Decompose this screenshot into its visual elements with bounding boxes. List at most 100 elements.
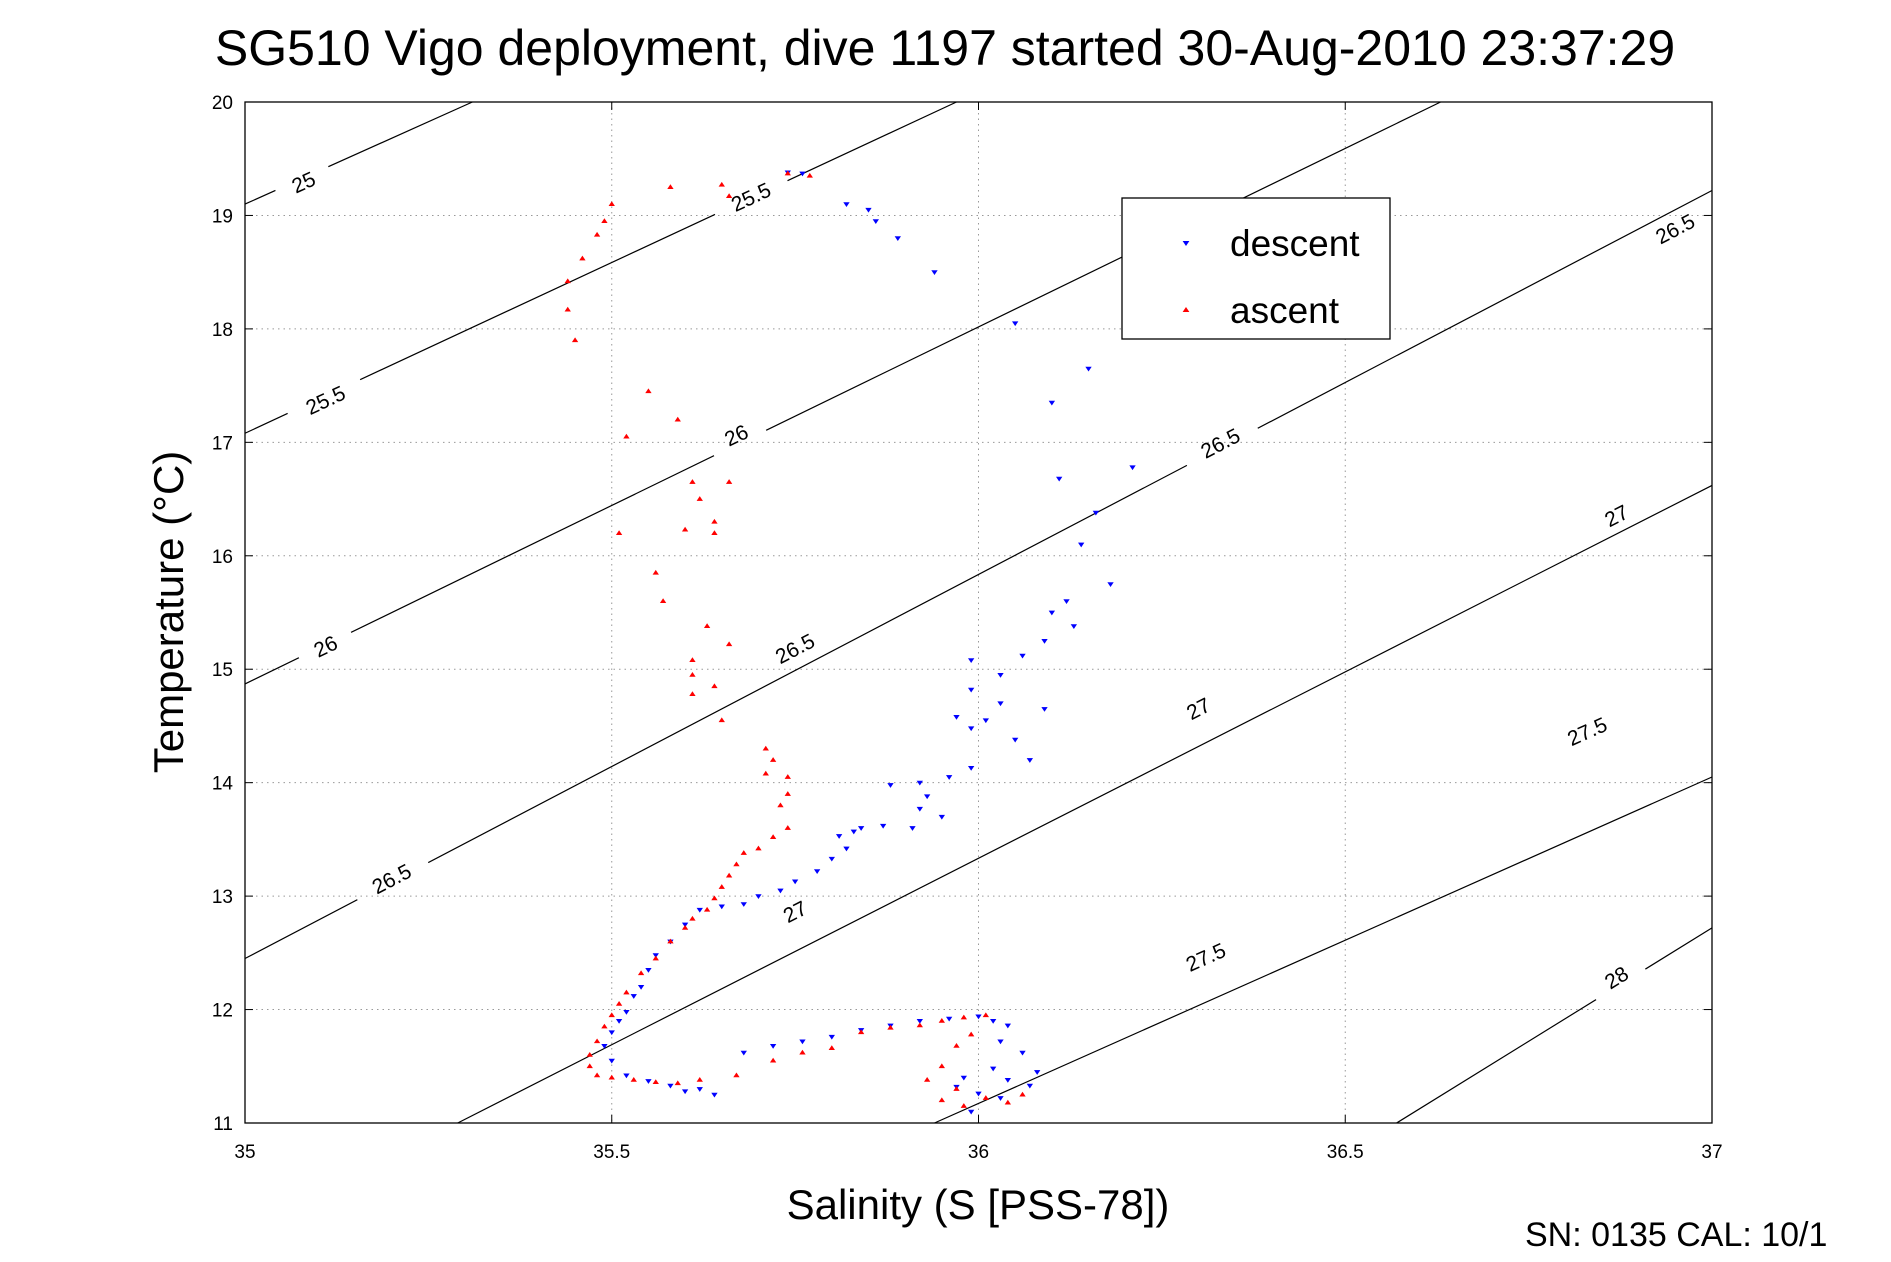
ascent-point <box>733 861 740 867</box>
ascent-point <box>718 181 725 187</box>
descent-point <box>1041 707 1048 712</box>
ascent-point <box>982 1095 989 1100</box>
isopycnal-line <box>244 189 1713 960</box>
ascent-point <box>637 970 645 976</box>
ascent-point <box>645 388 652 394</box>
isopycnal-line <box>244 101 473 205</box>
ascent-point <box>608 201 615 206</box>
ascent-point <box>564 306 571 312</box>
chart-title: SG510 Vigo deployment, dive 1197 started… <box>215 20 1675 76</box>
descent-point <box>997 1039 1004 1045</box>
ascent-point <box>960 1014 967 1020</box>
serial-calibration-footer: SN: 0135 CAL: 10/1 <box>1525 1216 1827 1254</box>
descent-point <box>843 202 850 207</box>
descent-point <box>1041 639 1048 644</box>
ascent-point <box>593 1038 601 1044</box>
descent-point <box>975 1014 982 1020</box>
isopycnal-label: 26.5 <box>1197 424 1244 463</box>
ascent-point <box>762 770 769 776</box>
descent-point <box>968 1109 975 1115</box>
density-contours: 25 25.525.5262626.526.526.526.527272727.5… <box>244 101 1713 1124</box>
descent-point <box>791 879 799 885</box>
ascent-point <box>615 1001 623 1006</box>
ascent-point <box>968 1031 975 1037</box>
ascent-point <box>659 598 667 604</box>
descent-point <box>997 673 1004 678</box>
ascent-point <box>725 479 733 484</box>
descent-point <box>968 766 975 771</box>
descent-point <box>916 806 923 812</box>
descent-point <box>968 687 975 693</box>
ascent-point <box>960 1103 967 1108</box>
y-axis-label: Temperature (°C) <box>145 451 192 774</box>
descent-point <box>1019 1050 1026 1056</box>
ascent-point <box>777 802 784 808</box>
y-tick-label: 13 <box>212 887 233 908</box>
ascent-point <box>608 1012 615 1018</box>
ascent-point <box>769 757 777 762</box>
ascent-point <box>586 1052 593 1057</box>
descent-point <box>843 846 850 852</box>
ascent-point <box>689 915 696 921</box>
legend: descent ascent <box>1121 197 1391 340</box>
descent-point <box>696 1087 703 1092</box>
descent-point <box>923 794 931 800</box>
descent-point <box>945 775 953 780</box>
ascent-point <box>784 170 791 176</box>
isopycnal-label: 27 <box>1183 694 1214 725</box>
descent-point <box>872 219 879 224</box>
ascent-point <box>938 1097 945 1103</box>
ascent-point <box>711 530 718 535</box>
isopycnal-label: 27.5 <box>1183 939 1230 977</box>
descent-point <box>681 922 689 928</box>
descent-point <box>645 967 652 973</box>
ascent-point <box>938 1063 945 1069</box>
descent-point <box>916 780 923 786</box>
ascent-point <box>711 683 718 689</box>
ascent-point <box>784 825 791 830</box>
descent-point <box>1085 366 1092 372</box>
descent-point <box>711 1092 718 1098</box>
ascent-point <box>762 745 769 751</box>
y-tick-label: 19 <box>212 206 233 227</box>
descent-point <box>755 894 762 899</box>
x-tick-label: 35.5 <box>593 1142 630 1163</box>
descent-point <box>968 658 975 664</box>
ascent-point <box>652 569 659 575</box>
ascent-point <box>711 895 718 901</box>
descent-point <box>850 829 857 835</box>
descent-point <box>608 1030 615 1036</box>
ascent-point <box>938 1018 945 1023</box>
y-tick-label: 17 <box>212 433 233 454</box>
descent-point <box>623 1073 630 1079</box>
ascent-point <box>953 1086 960 1091</box>
legend-label-ascent: ascent <box>1230 290 1340 331</box>
descent-point <box>953 715 960 720</box>
descent-point <box>931 270 938 276</box>
descent-point <box>637 985 645 990</box>
descent-point <box>1107 582 1114 588</box>
descent-point <box>835 834 843 839</box>
ascent-point <box>623 989 630 995</box>
ascent-point <box>667 938 674 944</box>
ascent-point <box>652 1079 659 1085</box>
ascent-point <box>564 278 571 284</box>
ascent-point <box>711 518 718 524</box>
ascent-point <box>887 1024 894 1030</box>
isopycnal-line <box>934 776 1713 1124</box>
descent-point <box>1004 1023 1012 1029</box>
ascent-point <box>733 1072 740 1078</box>
ascent-point <box>725 641 733 647</box>
descent-point <box>1004 1078 1012 1083</box>
isopycnal-label: 26.5 <box>368 860 415 899</box>
grid <box>245 102 1712 1123</box>
descent-point <box>718 904 725 910</box>
ascent-point <box>667 184 674 189</box>
descent-point <box>1048 610 1056 616</box>
legend-marker-descent <box>1182 241 1190 247</box>
legend-box <box>1121 197 1391 340</box>
descent-point <box>667 1083 674 1089</box>
ascent-point <box>703 623 711 628</box>
descent-point <box>997 1096 1004 1101</box>
